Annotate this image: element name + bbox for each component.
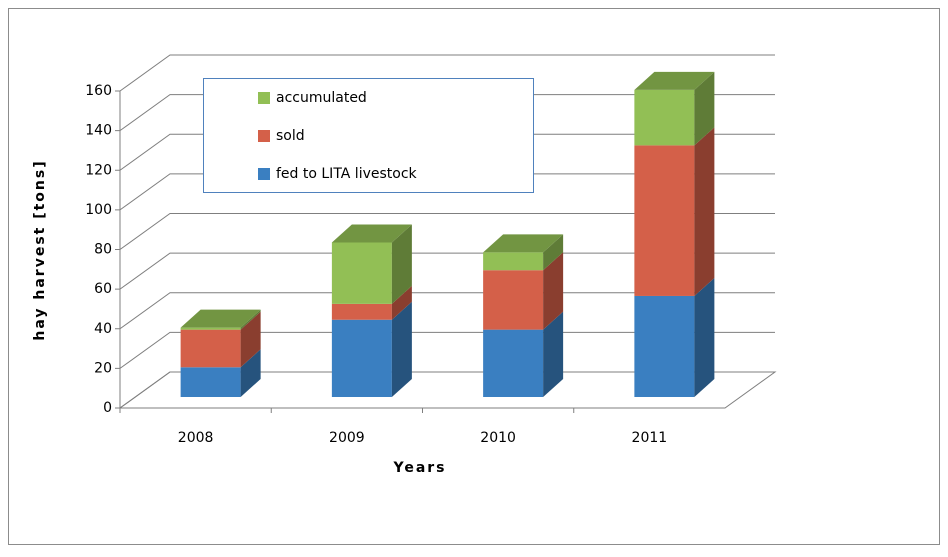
bar-side (240, 349, 261, 397)
legend-swatch (258, 92, 270, 104)
grid-line (119, 331, 775, 369)
bar-side (391, 301, 412, 397)
y-tick-label: 60 (94, 281, 112, 297)
grid-line (119, 94, 775, 132)
bar-side (391, 224, 412, 304)
bar-side (694, 127, 715, 296)
grid-line (119, 371, 775, 409)
x-tick-label: 2011 (632, 430, 668, 446)
y-tick-label: 160 (85, 83, 112, 99)
y-tick-label: 140 (85, 123, 112, 139)
y-axis-title: hay harvest [tons] (32, 159, 48, 340)
bar-side (240, 309, 261, 330)
bar-segment (483, 252, 544, 271)
bar-segment (331, 319, 392, 397)
y-tick-label: 20 (94, 360, 112, 376)
grid-line (119, 213, 775, 250)
y-tick-label: 100 (85, 202, 112, 218)
legend-label: accumulated (276, 90, 367, 106)
bar-top (634, 71, 715, 90)
bar-segment (634, 89, 695, 146)
bar-side (694, 71, 715, 146)
legend-label: fed to LITA livestock (276, 166, 418, 182)
y-tick-label: 0 (103, 400, 112, 416)
bar-side (240, 311, 261, 368)
grid-line (119, 54, 775, 92)
bar-top (331, 224, 412, 243)
bar-side (543, 234, 564, 271)
y-tick-label: 40 (94, 321, 112, 337)
grid-line (119, 292, 775, 330)
bar-segment (483, 329, 544, 397)
legend-label: sold (276, 128, 305, 144)
legend-swatch (258, 168, 270, 180)
bar-segment (180, 367, 241, 397)
grid-line (119, 173, 775, 211)
y-tick-label: 80 (94, 242, 112, 258)
x-axis-title: Years (392, 460, 446, 476)
bar-segment (483, 270, 544, 330)
bar-top (180, 309, 261, 328)
bar-top (483, 234, 564, 253)
bar-segment (331, 242, 392, 304)
bar-segment (180, 327, 241, 330)
bar-segment (634, 295, 695, 397)
legend-swatch (258, 130, 270, 142)
x-tick-label: 2008 (178, 430, 214, 446)
bar-side (543, 252, 564, 330)
bar-side (694, 277, 715, 397)
grid-line (119, 252, 775, 290)
bar-segment (180, 329, 241, 368)
x-tick-label: 2009 (329, 430, 365, 446)
grid-line (119, 133, 775, 171)
y-tick-label: 120 (85, 162, 112, 178)
bar-side (391, 285, 412, 320)
bar-segment (634, 145, 695, 296)
plot-area: 0 20 40 60 80 100 120 140 160 2008 2009 2010 2011 (85, 54, 777, 446)
x-tick-label: 2010 (480, 430, 516, 446)
bar-side (543, 311, 564, 397)
bar-segment (331, 303, 392, 320)
